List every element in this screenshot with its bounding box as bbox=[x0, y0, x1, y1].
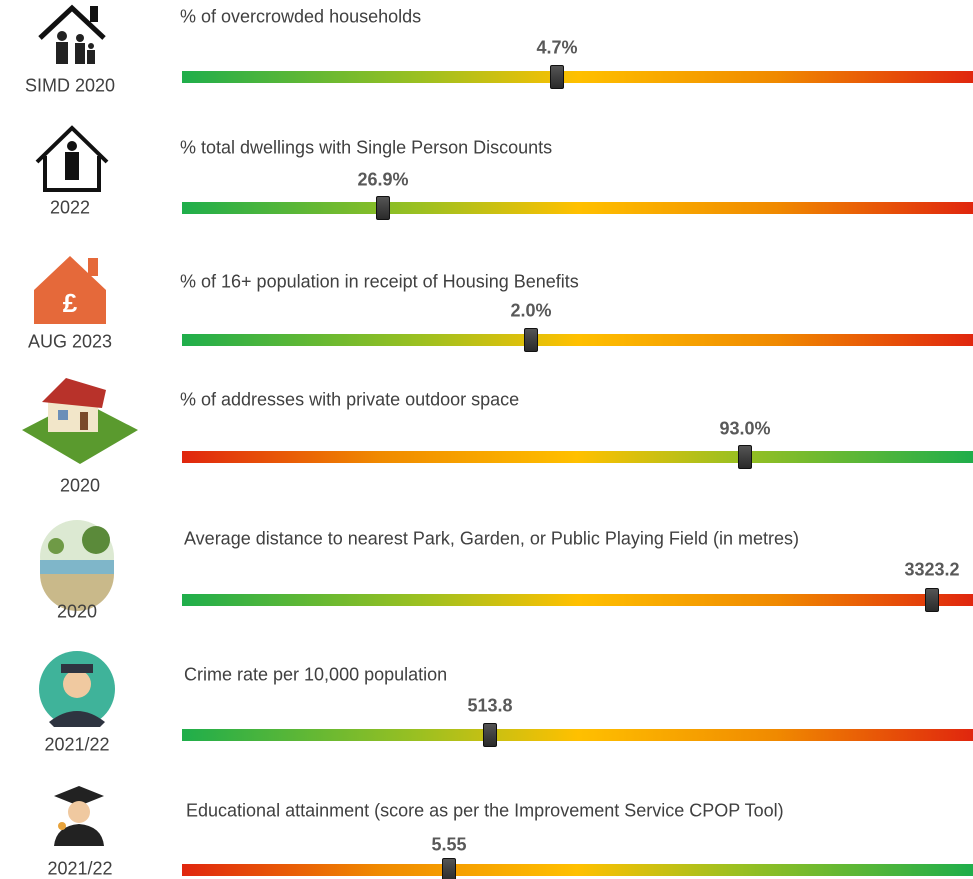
icons: £ bbox=[22, 4, 138, 846]
gauge-marker bbox=[442, 858, 456, 879]
icon-family-house bbox=[38, 4, 106, 64]
row-title: % of overcrowded households bbox=[180, 6, 422, 27]
icon-park bbox=[40, 520, 114, 611]
row-title: % total dwellings with Single Person Dis… bbox=[180, 137, 553, 158]
row-title: % of addresses with private outdoor spac… bbox=[180, 389, 520, 410]
row-title: % of 16+ population in receipt of Housin… bbox=[180, 271, 579, 292]
gauge-marker bbox=[483, 723, 497, 747]
row-caption: SIMD 2020 bbox=[24, 75, 116, 96]
gauge-marker bbox=[925, 588, 939, 612]
gauge-bar bbox=[182, 71, 973, 83]
gauge-marker bbox=[738, 445, 752, 469]
row-value: 93.0% bbox=[719, 418, 771, 439]
icon-police bbox=[39, 651, 115, 727]
gauge-bar bbox=[182, 202, 973, 214]
row-value: 513.8 bbox=[467, 695, 513, 716]
svg-text:£: £ bbox=[63, 288, 78, 318]
row-title: Crime rate per 10,000 population bbox=[184, 664, 448, 685]
gauge-marker bbox=[524, 328, 538, 352]
row-value: 2.0% bbox=[510, 300, 552, 321]
row-caption: 2021/22 bbox=[44, 734, 110, 755]
row-caption: AUG 2023 bbox=[27, 331, 113, 352]
gauge-bar bbox=[182, 594, 973, 606]
gauge-bar bbox=[182, 729, 973, 741]
gauge-bar bbox=[182, 451, 973, 463]
gauge-bar bbox=[182, 864, 973, 876]
gauge-bar bbox=[182, 334, 973, 346]
row-caption: 2020 bbox=[59, 475, 101, 496]
icon-pound-house: £ bbox=[34, 256, 106, 324]
icon-single-person bbox=[35, 125, 109, 192]
row-value: 3323.2 bbox=[904, 559, 960, 580]
gauge-marker bbox=[376, 196, 390, 220]
row-value: 4.7% bbox=[536, 37, 578, 58]
row-caption: 2020 bbox=[56, 601, 98, 622]
row-value: 26.9% bbox=[357, 169, 409, 190]
icon-cottage bbox=[22, 378, 138, 464]
row-caption: 2021/22 bbox=[47, 858, 113, 879]
row-title: Average distance to nearest Park, Garden… bbox=[184, 528, 799, 549]
row-title: Educational attainment (score as per the… bbox=[186, 800, 784, 821]
row-caption: 2022 bbox=[49, 197, 91, 218]
gauge-marker bbox=[550, 65, 564, 89]
row-value: 5.55 bbox=[431, 834, 467, 855]
icon-graduate bbox=[54, 786, 104, 846]
